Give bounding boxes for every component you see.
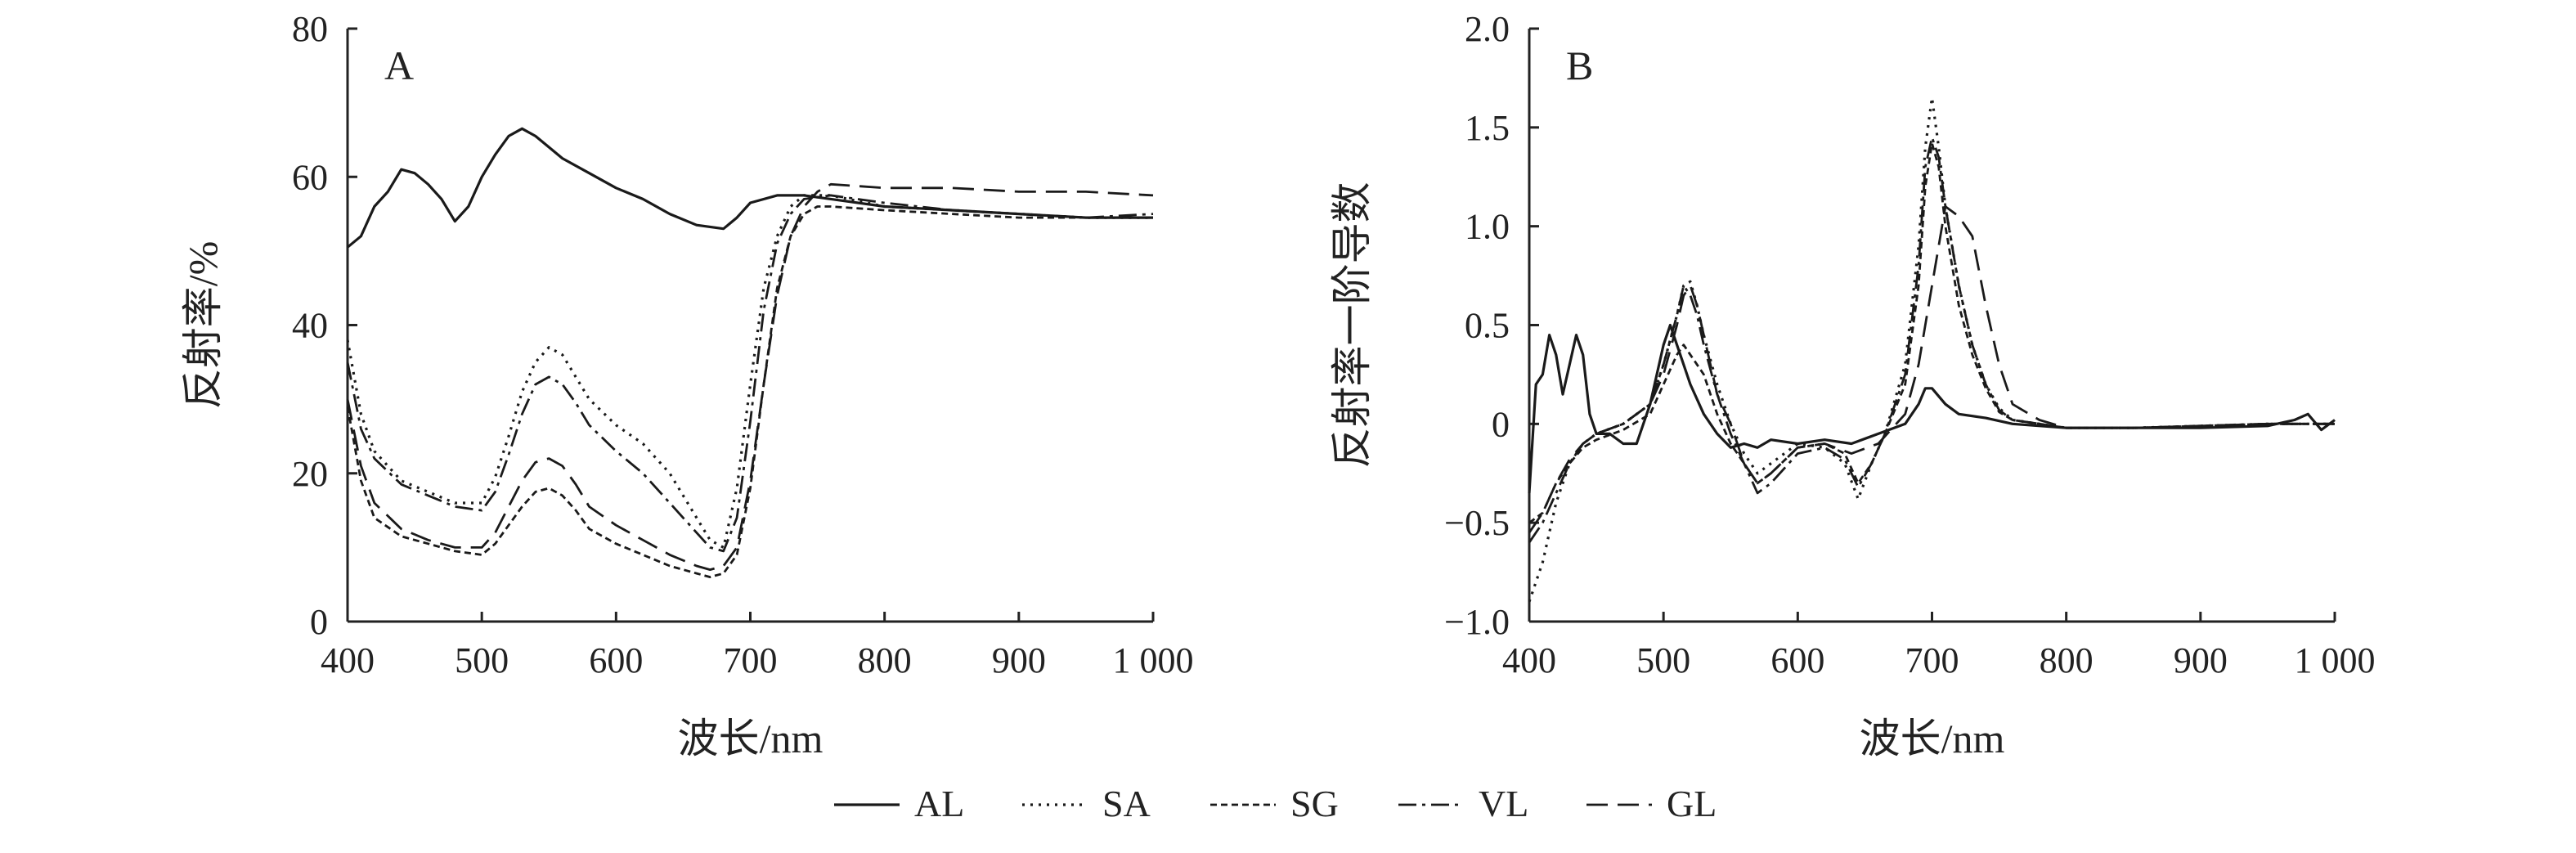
legend-label: VL <box>1479 783 1528 824</box>
y-tick-label: 80 <box>292 9 328 49</box>
y-axis-title: 反射率一阶导数 <box>1329 182 1375 469</box>
series-line-vl <box>1528 136 2335 544</box>
y-tick-label: −0.5 <box>1444 503 1510 543</box>
legend-item-sa: SA <box>1022 783 1151 824</box>
x-tick-label: 1 000 <box>1113 640 1194 680</box>
x-tick-label: 600 <box>1770 640 1824 680</box>
chart-panel-b: 400 500 600 700 800 900 1 000 −1.0 −0.5 0 0.5 1.0 1.… <box>1329 9 2376 761</box>
y-tick-label: 1.0 <box>1465 207 1510 247</box>
x-tick-label: 700 <box>1905 640 1959 680</box>
y-tick-label: 1.5 <box>1465 108 1510 148</box>
legend-label: GL <box>1667 783 1717 824</box>
series-line-al <box>346 127 1153 249</box>
legend-item-gl: GL <box>1586 783 1717 824</box>
x-tick-label: 900 <box>992 640 1046 680</box>
legend-item-vl: VL <box>1398 783 1528 824</box>
x-tick-label: 600 <box>589 640 643 680</box>
y-tick-label: −1.0 <box>1444 602 1510 642</box>
series-line-al <box>1528 323 2336 493</box>
x-tick-label: 700 <box>724 640 778 680</box>
panel-label: B <box>1566 43 1593 88</box>
y-tick-label: 40 <box>292 306 328 346</box>
x-axis-title: 波长/nm <box>1860 716 2005 761</box>
series-line-sa <box>1528 97 2335 603</box>
legend-item-sg: SG <box>1210 783 1339 824</box>
panel-label: A <box>384 43 414 88</box>
y-tick-label: 0.5 <box>1465 306 1510 346</box>
legend: AL SA SG VL GL <box>834 783 1717 824</box>
series-line-vl <box>346 194 1154 553</box>
y-tick-label: 20 <box>292 454 328 494</box>
x-tick-label: 800 <box>2040 640 2094 680</box>
legend-label: SA <box>1102 783 1151 824</box>
x-tick-label: 1 000 <box>2295 640 2376 680</box>
series-line-gl <box>1528 205 2335 534</box>
y-axis-title: 反射率/% <box>180 241 226 410</box>
series-line-sg <box>346 205 1153 578</box>
x-tick-label: 500 <box>455 640 509 680</box>
legend-item-al: AL <box>834 783 964 824</box>
series-line-gl <box>346 182 1154 571</box>
y-tick-label: 0 <box>1492 404 1510 444</box>
series-line-sg <box>1528 141 2335 524</box>
y-tick-label: 0 <box>310 602 328 642</box>
legend-label: SG <box>1290 783 1339 824</box>
y-tick-label: 60 <box>292 157 328 197</box>
x-tick-label: 400 <box>321 640 375 680</box>
series-line-sa <box>346 194 1153 549</box>
chart-panel-a: 400 500 600 700 800 900 1 000 0 20 40 60 80 波长/nm 反射率… <box>180 9 1194 761</box>
legend-label: AL <box>914 783 964 824</box>
x-tick-label: 500 <box>1636 640 1690 680</box>
x-tick-label: 900 <box>2174 640 2228 680</box>
x-tick-label: 800 <box>858 640 912 680</box>
x-axis-title: 波长/nm <box>678 716 824 761</box>
x-tick-label: 400 <box>1502 640 1556 680</box>
y-tick-label: 2.0 <box>1465 9 1510 49</box>
